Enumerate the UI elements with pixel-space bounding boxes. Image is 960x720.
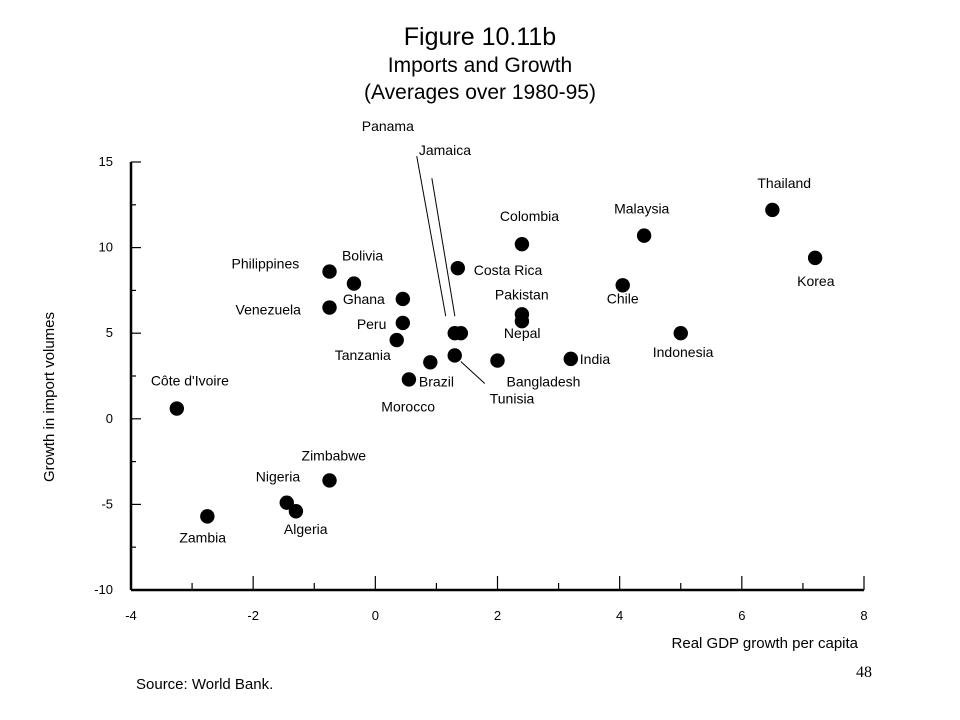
x-tick-label: -4 — [125, 608, 137, 623]
point-label: Indonesia — [653, 344, 714, 360]
x-tick-label: 8 — [860, 608, 867, 623]
point-label: Brazil — [419, 373, 454, 389]
y-axis-label: Growth in import volumes — [41, 312, 58, 482]
data-point — [401, 372, 417, 387]
point-label: Pakistan — [495, 286, 549, 302]
point-label: Thailand — [757, 175, 811, 191]
title-block: Figure 10.11b Imports and Growth (Averag… — [0, 22, 960, 106]
point-label: India — [580, 351, 611, 367]
y-tick-label: 5 — [106, 325, 113, 340]
point-label: Ghana — [343, 291, 385, 307]
axes: -4 -2 0 2 4 6 8 15 10 5 0 -5 -10 — [94, 154, 867, 623]
data-point — [673, 326, 688, 341]
x-tick-label: -2 — [247, 608, 259, 623]
chart-title: Figure 10.11b — [403, 23, 557, 51]
x-tick-label: 0 — [372, 608, 379, 623]
y-tick-label: -10 — [94, 582, 113, 597]
data-point — [514, 236, 530, 252]
chart-subtitle: Imports and Growth — [387, 54, 573, 77]
point-label: Peru — [357, 316, 387, 332]
point-label: Tanzania — [335, 347, 391, 363]
leader-line — [431, 178, 456, 317]
data-point — [389, 332, 404, 348]
point-label: Chile — [607, 290, 639, 306]
point-label: Venezuela — [236, 302, 302, 318]
data-point — [514, 314, 530, 329]
x-tick-label: 6 — [738, 608, 745, 623]
data-point — [279, 495, 294, 510]
data-point — [636, 228, 652, 243]
data-point — [288, 504, 304, 519]
data-point — [322, 264, 337, 279]
x-tick-label: 4 — [616, 608, 623, 623]
point-label: Côte d'Ivoire — [151, 373, 229, 389]
data-point — [200, 509, 215, 524]
point-label: Colombia — [500, 208, 559, 224]
data-point — [423, 355, 438, 370]
data-point — [322, 300, 337, 315]
source-note: Source: World Bank. — [136, 676, 274, 693]
point-label: Algeria — [284, 521, 328, 537]
data-point — [453, 326, 469, 341]
data-point — [807, 250, 823, 266]
point-label: Philippines — [232, 256, 300, 272]
data-point — [563, 351, 578, 367]
point-label: Korea — [797, 273, 835, 289]
point-label: Zimbabwe — [302, 447, 367, 463]
leader-line — [460, 361, 486, 384]
x-axis-label: Real GDP growth per capita — [672, 635, 859, 652]
data-point — [395, 315, 411, 331]
chart-subtitle-averages: (Averages over 1980-95) — [364, 81, 596, 104]
data-point — [490, 353, 505, 368]
point-label: Morocco — [381, 398, 435, 414]
data-point — [169, 401, 185, 416]
data-point — [322, 473, 337, 488]
y-tick-label: 0 — [106, 411, 113, 426]
point-label: Jamaica — [419, 142, 471, 158]
point-label: Tunisia — [490, 390, 535, 406]
point-label: Bolivia — [342, 248, 383, 264]
data-point — [765, 202, 780, 218]
data-point — [450, 260, 465, 276]
data-point — [346, 276, 362, 291]
leader-lines — [416, 156, 486, 384]
y-tick-label: -5 — [101, 496, 113, 511]
data-point — [447, 348, 462, 363]
y-tick-label: 15 — [99, 154, 113, 169]
y-tick-label: 10 — [99, 240, 113, 255]
point-label: Nigeria — [256, 469, 301, 485]
point-label: Nepal — [504, 325, 541, 341]
data-points — [169, 202, 823, 524]
point-labels: Thailand Malaysia Colombia Korea Costa Rica P… — [151, 118, 835, 545]
leader-line — [416, 156, 447, 317]
point-label: Bangladesh — [507, 374, 581, 390]
point-label: Costa Rica — [474, 262, 543, 278]
data-point — [395, 291, 411, 307]
point-label: Panama — [362, 118, 414, 134]
point-label: Zambia — [179, 529, 226, 545]
x-tick-label: 2 — [494, 608, 501, 623]
data-point — [615, 278, 630, 293]
point-label: Malaysia — [614, 201, 669, 217]
page-number: 48 — [856, 664, 872, 681]
